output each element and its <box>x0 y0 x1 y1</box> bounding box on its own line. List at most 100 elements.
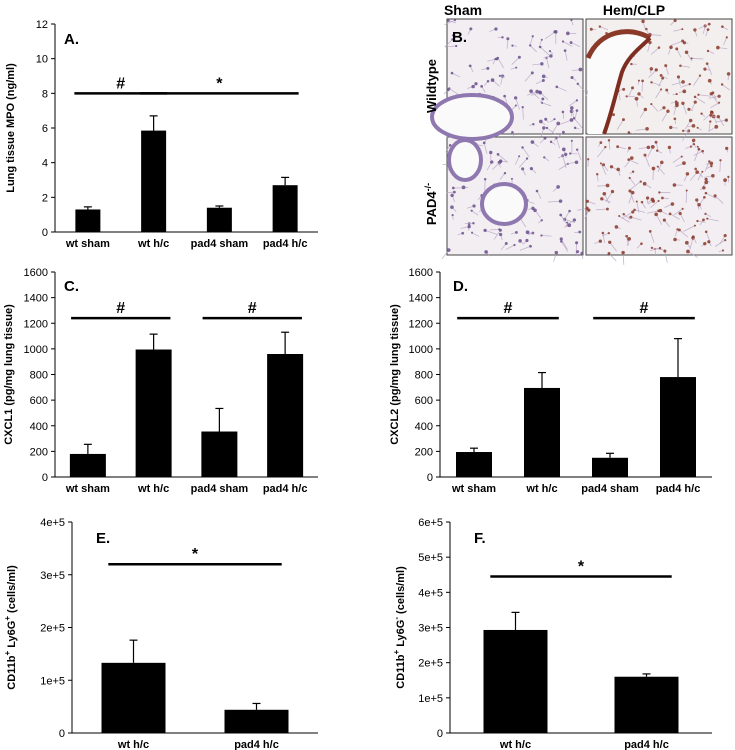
nucleus-dot <box>622 87 626 91</box>
panel-label: A. <box>64 31 79 48</box>
nucleus-dot <box>484 250 488 254</box>
x-tick-label: pad4 h/c <box>234 739 279 750</box>
bar-charts: 0 2 4 6 8 10 12 wt sham wt h/c pad4 sham pad4 h/c #… <box>3 19 712 750</box>
significance-symbol: * <box>578 559 585 576</box>
nucleus-dot <box>716 114 720 119</box>
nucleus-dot <box>570 75 574 80</box>
nucleus-dot <box>631 170 635 173</box>
significance-symbol: # <box>504 300 513 317</box>
nucleus-dot <box>556 121 561 126</box>
nucleus-dot <box>640 200 644 204</box>
nucleus-dot <box>446 248 451 252</box>
tissue-strand <box>483 142 488 154</box>
nucleus-dot <box>661 196 664 200</box>
tissue-strand <box>714 195 724 204</box>
nucleus-dot <box>651 166 656 171</box>
nucleus-dot <box>691 235 695 239</box>
nucleus-dot <box>668 212 672 216</box>
y-axis-label: CXCL1 (pg/mg lung tissue) <box>3 304 15 445</box>
tissue-strand <box>661 111 669 122</box>
nucleus-dot <box>678 211 682 216</box>
nucleus-dot <box>697 93 700 96</box>
tissue-strand <box>630 216 642 221</box>
tissue-strand <box>689 237 694 250</box>
nucleus-dot <box>645 196 650 200</box>
tissue-strand <box>541 235 552 237</box>
nucleus-dot <box>662 218 666 222</box>
y-tick-label: 2 <box>42 192 48 204</box>
nucleus-dot <box>724 118 729 122</box>
nucleus-dot <box>637 79 640 82</box>
nucleus-dot <box>451 34 455 37</box>
tissue-strand <box>471 232 480 237</box>
nucleus-dot <box>471 84 475 89</box>
tissue-strand <box>669 213 680 220</box>
nucleus-dot <box>709 113 713 117</box>
tissue-strand <box>676 48 682 58</box>
y-label-part: (cells/ml) <box>6 565 18 616</box>
nucleus-dot <box>650 197 655 202</box>
nucleus-dot <box>496 152 500 156</box>
nucleus-dot <box>608 240 612 244</box>
histology-panel: Sham Hem/CLP B. Wildtype PAD4-/- <box>423 2 733 265</box>
tissue-strand <box>529 45 537 53</box>
nucleus-dot <box>627 236 631 241</box>
tissue-strand <box>710 102 720 109</box>
y-tick-label: 200 <box>30 446 48 458</box>
nucleus-dot <box>719 159 722 162</box>
nucleus-dot <box>570 106 574 110</box>
x-tick-label: pad4 sham <box>191 238 249 250</box>
vessel-lumen-hemclp <box>588 31 650 135</box>
bar <box>141 130 167 232</box>
tissue-strand <box>553 131 564 141</box>
tissue-strand <box>548 200 561 203</box>
nucleus-dot <box>634 96 639 101</box>
tissue-strand <box>623 213 631 220</box>
nucleus-dot <box>686 249 690 254</box>
y-label-superscript: + <box>3 616 12 621</box>
y-tick-label: 5e+5 <box>418 552 443 564</box>
tissue-strand <box>514 156 520 165</box>
nucleus-dot <box>540 38 543 41</box>
nucleus-dot <box>503 94 507 98</box>
nucleus-dot <box>559 237 563 241</box>
tissue-strand <box>560 119 572 125</box>
tissue-strand <box>451 72 461 78</box>
tissue-strand <box>505 244 515 250</box>
nucleus-dot <box>607 231 610 235</box>
nucleus-dot <box>714 124 719 129</box>
nucleus-dot <box>706 217 709 220</box>
nucleus-dot <box>529 244 532 248</box>
y-tick-label: 1400 <box>409 293 433 305</box>
y-tick-label: 1600 <box>409 267 433 279</box>
nucleus-dot <box>646 145 651 150</box>
nucleus-dot <box>648 230 652 233</box>
nucleus-dot <box>688 82 691 86</box>
y-tick-label: 3e+5 <box>418 623 443 635</box>
nucleus-dot <box>717 94 721 98</box>
tissue-strand <box>629 190 635 203</box>
bar <box>592 457 628 477</box>
tissue-strand <box>685 190 688 203</box>
bar <box>135 349 172 477</box>
nucleus-dot <box>548 50 552 53</box>
airway-pad4-sham-1 <box>447 138 483 182</box>
nucleus-dot <box>695 198 699 202</box>
y-label-superscript: + <box>3 651 12 656</box>
tissue-strand <box>601 232 609 237</box>
y-tick-label: 1200 <box>409 318 433 330</box>
chart-f: 0 1e+5 2e+5 3e+5 4e+5 5e+5 6e+5 wt h/c pad4 h/c *… <box>392 517 712 750</box>
tissue-strand <box>649 34 662 36</box>
tissue-strand <box>691 58 704 60</box>
tissue-strand <box>524 72 533 82</box>
nucleus-dot <box>658 208 663 213</box>
nucleus-dot <box>685 189 688 192</box>
nucleus-dot <box>525 230 530 235</box>
nucleus-dot <box>681 80 685 84</box>
nucleus-dot <box>599 162 602 165</box>
nucleus-dot <box>677 228 681 232</box>
tissue-strand <box>708 121 711 132</box>
nucleus-dot <box>501 36 504 39</box>
nucleus-dot <box>656 165 659 168</box>
tissue-strand <box>655 89 662 99</box>
